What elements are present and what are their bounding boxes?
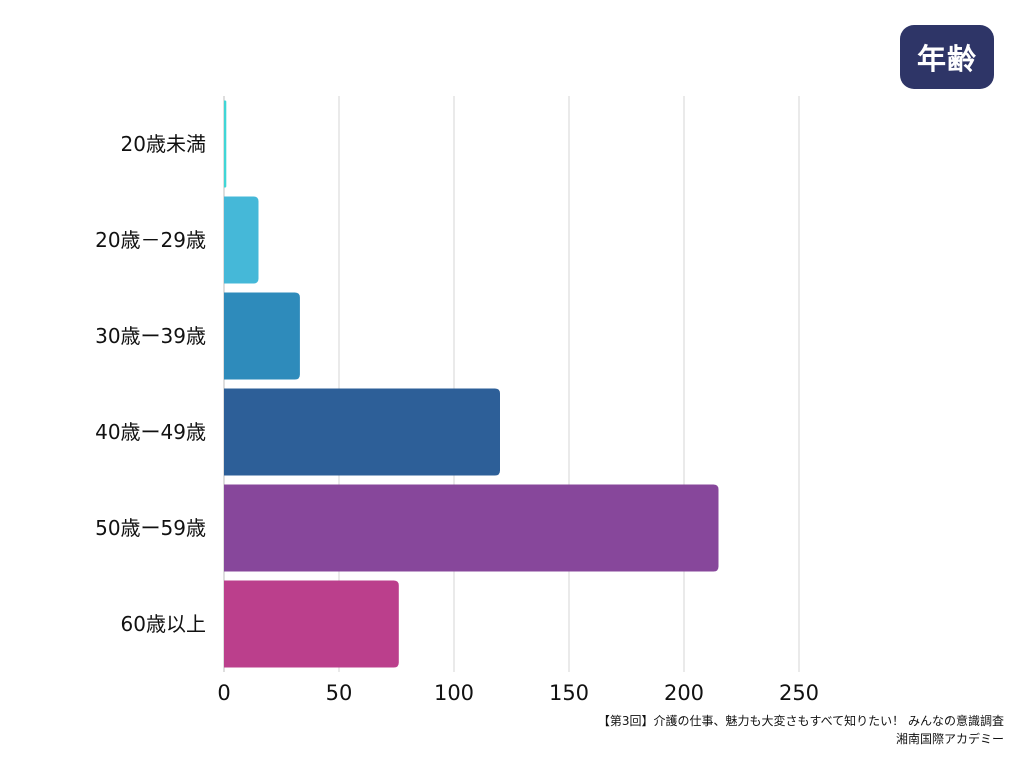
source-line-2: 湘南国際アカデミー bbox=[895, 732, 1004, 746]
chart-title-badge: 年齢 bbox=[900, 25, 994, 89]
bar bbox=[224, 100, 227, 188]
x-tick-label: 200 bbox=[664, 681, 704, 705]
x-tick-label: 250 bbox=[779, 681, 819, 705]
x-tick-labels: 0 50 100 150 200 250 bbox=[217, 681, 819, 705]
source-caption: 【第3回】介護の仕事、魅力も大変さもすべて知りたい！ みんなの意識調査 湘南国際… bbox=[598, 712, 1004, 748]
bars bbox=[224, 100, 719, 668]
bar bbox=[224, 292, 300, 380]
source-line-1: 【第3回】介護の仕事、魅力も大変さもすべて知りたい！ みんなの意識調査 bbox=[597, 714, 1004, 728]
category-labels: 20歳未満 20歳－29歳 30歳ー39歳 40歳ー49歳 50歳ー59歳 60歳以上 bbox=[95, 132, 206, 636]
category-label: 20歳－29歳 bbox=[95, 228, 206, 252]
category-label: 50歳ー59歳 bbox=[95, 516, 206, 540]
bar bbox=[224, 484, 719, 572]
x-tick-label: 0 bbox=[217, 681, 230, 705]
bar bbox=[224, 580, 399, 668]
category-label: 30歳ー39歳 bbox=[95, 324, 206, 348]
bar bbox=[224, 196, 259, 284]
category-label: 60歳以上 bbox=[121, 612, 206, 636]
x-tick-label: 50 bbox=[326, 681, 353, 705]
bar bbox=[224, 388, 500, 476]
x-tick-label: 100 bbox=[434, 681, 474, 705]
gridlines bbox=[223, 96, 800, 672]
category-label: 20歳未満 bbox=[121, 132, 206, 156]
category-label: 40歳ー49歳 bbox=[95, 420, 206, 444]
x-tick-label: 150 bbox=[549, 681, 589, 705]
